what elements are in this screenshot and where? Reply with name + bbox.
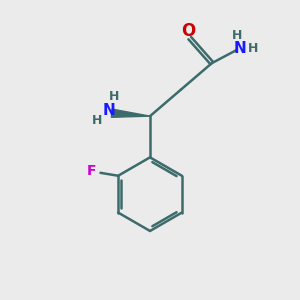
Text: F: F — [87, 164, 96, 178]
Text: H: H — [92, 114, 102, 127]
Text: H: H — [232, 29, 242, 42]
Text: H: H — [109, 91, 119, 103]
Text: H: H — [248, 42, 258, 55]
Text: N: N — [103, 103, 116, 118]
Text: O: O — [181, 22, 195, 40]
Polygon shape — [111, 109, 150, 117]
Text: N: N — [233, 41, 246, 56]
